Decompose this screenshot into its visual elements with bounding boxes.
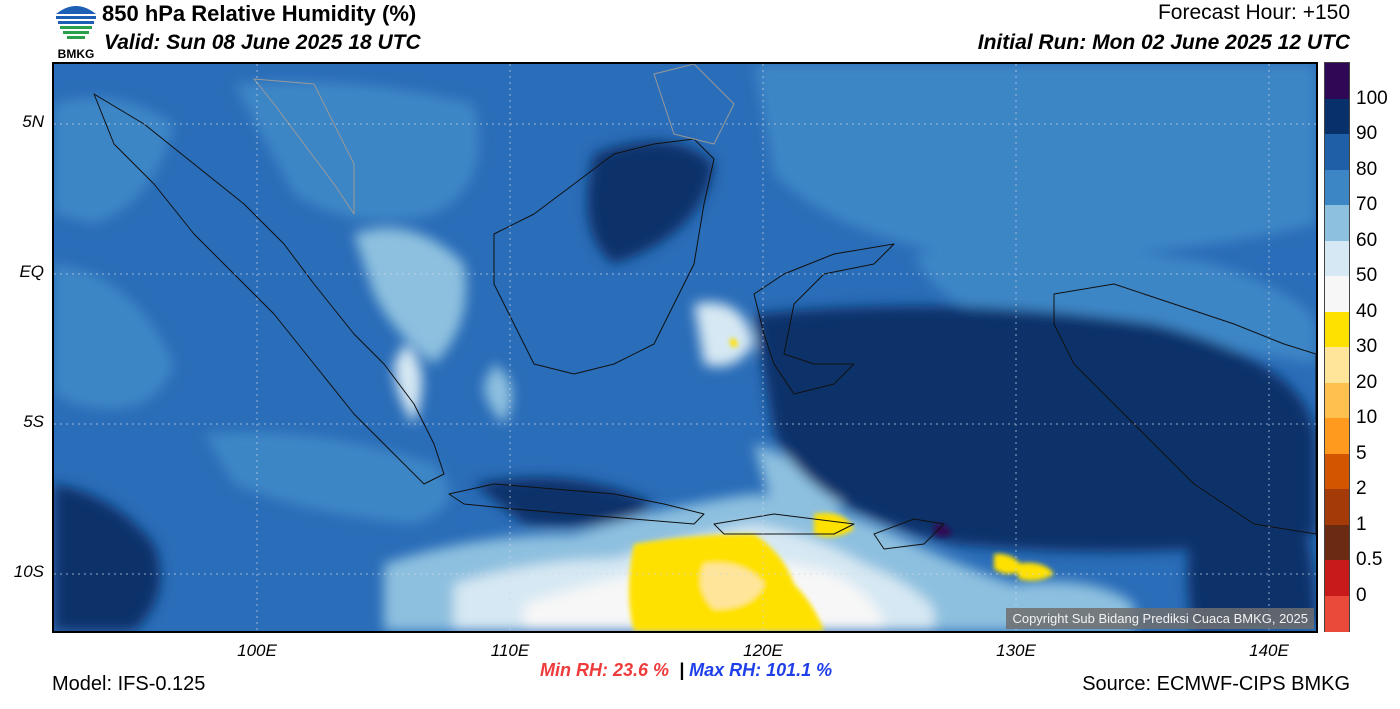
colorbar-segment [1325, 489, 1349, 525]
colorbar-label: 70 [1356, 194, 1378, 215]
colorbar-label: 90 [1356, 123, 1378, 144]
min-rh: Min RH: 23.6 % [540, 660, 670, 680]
colorbar-label: 60 [1356, 229, 1378, 251]
colorbar-segment [1325, 63, 1349, 99]
lon-label-100e: 100E [237, 641, 277, 660]
colorbar-segment [1325, 205, 1349, 241]
lon-label-130e: 130E [996, 641, 1036, 660]
colorbar-segment [1325, 382, 1349, 419]
colorbar-segment [1325, 524, 1349, 561]
colorbar-label: 0.5 [1356, 549, 1383, 570]
colorbar-segment [1325, 134, 1349, 170]
copyright-note: Copyright Sub Bidang Prediksi Cuaca BMKG… [1006, 608, 1314, 629]
lat-label-5n: 5N [22, 112, 44, 131]
lon-label-140e: 140E [1249, 641, 1289, 660]
model-label: Model: IFS-0.125 [52, 673, 206, 695]
colorbar [1324, 62, 1350, 632]
lon-label-120e: 120E [743, 641, 783, 660]
rh-stats: Min RH: 23.6 % | Max RH: 101.1 % [540, 660, 832, 681]
colorbar-segment [1325, 240, 1349, 277]
svg-text:BMKG: BMKG [58, 47, 95, 61]
lat-label-eq: EQ [19, 262, 44, 281]
colorbar-label: 100 [1356, 87, 1388, 109]
colorbar-label: 20 [1356, 371, 1378, 393]
colorbar-segment [1325, 311, 1349, 348]
stats-separator: | [679, 660, 685, 680]
colorbar-label: 80 [1356, 158, 1378, 180]
colorbar-label: 30 [1356, 336, 1378, 357]
colorbar-label: 5 [1356, 442, 1367, 464]
colorbar-segment [1325, 418, 1349, 454]
colorbar-segment [1325, 169, 1349, 206]
source-label: Source: ECMWF-CIPS BMKG [1082, 673, 1350, 695]
colorbar-label: 1 [1356, 513, 1367, 535]
chart-title: 850 hPa Relative Humidity (%) [102, 1, 417, 26]
colorbar-label: 2 [1356, 478, 1367, 499]
lat-label-5s: 5S [23, 412, 44, 431]
colorbar-label: 0 [1356, 584, 1367, 606]
bmkg-logo: BMKG [52, 0, 100, 62]
colorbar-label: 40 [1356, 300, 1378, 322]
colorbar-segment [1325, 560, 1349, 596]
colorbar-label: 50 [1356, 265, 1378, 286]
colorbar-segment [1325, 347, 1349, 383]
colorbar-label: 10 [1356, 407, 1378, 428]
humidity-map: Copyright Sub Bidang Prediksi Cuaca BMKG… [52, 62, 1318, 633]
colorbar-segment [1325, 98, 1349, 135]
lon-label-110e: 110E [490, 641, 530, 660]
colorbar-segment [1325, 453, 1349, 490]
colorbar-segment [1325, 276, 1349, 312]
max-rh: Max RH: 101.1 % [689, 660, 833, 680]
lat-label-10s: 10S [13, 562, 44, 581]
forecast-hour: Forecast Hour: +150 [1157, 1, 1350, 24]
colorbar-segment [1325, 595, 1349, 632]
initial-run: Initial Run: Mon 02 June 2025 12 UTC [977, 31, 1350, 54]
valid-time: Valid: Sun 08 June 2025 18 UTC [104, 31, 421, 54]
